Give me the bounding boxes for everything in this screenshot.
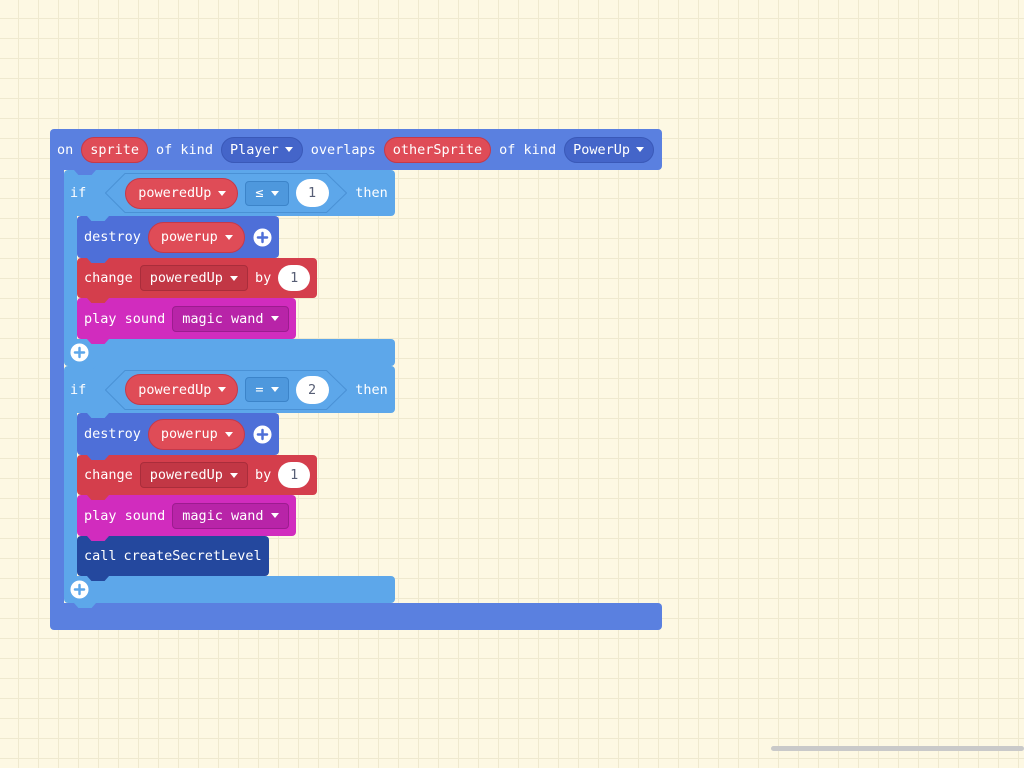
change-amount-input[interactable]: 1	[278, 265, 311, 291]
play-sound-label: play sound	[84, 507, 166, 524]
compare-value-input[interactable]: 2	[295, 375, 329, 404]
then-label: then	[355, 185, 388, 201]
operator-value: =	[255, 381, 264, 398]
comparison-operator-dropdown[interactable]: =	[245, 377, 289, 402]
sound-dropdown[interactable]: magic wand	[172, 502, 289, 529]
dropdown-arrow-icon	[270, 316, 279, 321]
variable-name: powerup	[160, 229, 218, 245]
then-label: then	[355, 381, 388, 398]
dropdown-arrow-icon	[224, 431, 233, 437]
if-label: if	[70, 185, 87, 201]
if-block-footer[interactable]	[64, 576, 395, 603]
of-kind-label: of kind	[499, 141, 557, 158]
call-function-block[interactable]: call createSecretLevel	[77, 536, 269, 576]
of-kind-label: of kind	[156, 141, 213, 158]
powered-up-variable-reporter[interactable]: poweredUp	[125, 177, 239, 209]
change-amount-input[interactable]: 1	[278, 462, 311, 488]
powered-up-variable-reporter[interactable]: poweredUp	[125, 374, 239, 405]
change-variable-block[interactable]: change poweredUp by 1	[77, 455, 318, 495]
variable-name: powerup	[160, 426, 218, 442]
powerup-variable-reporter[interactable]: powerup	[147, 221, 245, 253]
change-label: change	[84, 467, 133, 483]
add-circle-icon[interactable]	[253, 227, 272, 247]
compare-value-input[interactable]: 1	[295, 179, 329, 207]
if-block-footer[interactable]	[64, 339, 395, 366]
destroy-sprite-block[interactable]: destroy powerup	[77, 413, 279, 455]
comparison-condition-block[interactable]: poweredUp ≤ 1	[105, 173, 348, 213]
horizontal-scrollbar[interactable]	[771, 746, 1024, 751]
play-sound-block[interactable]: play sound magic wand	[77, 495, 296, 536]
dropdown-arrow-icon	[218, 190, 227, 196]
overlaps-label: overlaps	[310, 141, 376, 158]
if-then-block[interactable]: if poweredUp = 2 then	[64, 366, 395, 413]
on-label: on	[57, 141, 74, 158]
variable-dropdown[interactable]: poweredUp	[139, 462, 248, 488]
event-block-footer[interactable]	[50, 603, 662, 630]
sound-name: magic wand	[182, 507, 264, 524]
function-name: createSecretLevel	[123, 548, 262, 564]
if-then-block[interactable]: if poweredUp ≤ 1 then	[64, 170, 395, 216]
dropdown-arrow-icon	[635, 147, 644, 152]
dropdown-arrow-icon	[229, 472, 238, 478]
dropdown-arrow-icon	[224, 234, 233, 240]
comparison-operator-dropdown[interactable]: ≤	[245, 180, 289, 206]
other-sprite-kind-dropdown[interactable]: PowerUp	[564, 136, 654, 163]
operator-value: ≤	[255, 185, 264, 201]
comparison-condition-block[interactable]: poweredUp = 2	[105, 369, 348, 410]
variable-name: poweredUp	[149, 467, 223, 483]
sound-name: magic wand	[182, 310, 264, 327]
dropdown-arrow-icon	[270, 513, 279, 518]
sprite-kind-dropdown[interactable]: Player	[220, 136, 303, 163]
add-circle-icon[interactable]	[253, 424, 272, 444]
event-block-body[interactable]	[50, 170, 64, 603]
play-sound-block[interactable]: play sound magic wand	[77, 298, 296, 339]
destroy-sprite-block[interactable]: destroy powerup	[77, 216, 279, 258]
on-sprite-overlaps-event-block[interactable]: on sprite of kind Player overlaps otherS…	[50, 129, 662, 170]
add-circle-icon[interactable]	[70, 580, 89, 599]
sprite-kind-value: Player	[229, 141, 279, 158]
call-label: call	[84, 548, 117, 564]
variable-dropdown[interactable]: poweredUp	[139, 265, 248, 291]
other-sprite-kind-value: PowerUp	[573, 141, 630, 158]
other-sprite-parameter[interactable]: otherSprite	[383, 136, 492, 163]
change-variable-block[interactable]: change poweredUp by 1	[77, 258, 318, 298]
if-block-body[interactable]	[64, 413, 77, 576]
by-label: by	[254, 270, 272, 286]
sprite-parameter[interactable]: sprite	[81, 136, 149, 163]
dropdown-arrow-icon	[284, 147, 293, 152]
dropdown-arrow-icon	[229, 275, 238, 281]
variable-name: poweredUp	[149, 270, 223, 286]
sound-dropdown[interactable]: magic wand	[172, 305, 289, 332]
destroy-label: destroy	[84, 229, 141, 245]
if-label: if	[70, 381, 87, 398]
sprite-parameter-label: sprite	[90, 141, 140, 158]
powerup-variable-reporter[interactable]: powerup	[147, 418, 245, 450]
dropdown-arrow-icon	[270, 190, 279, 196]
other-sprite-parameter-label: otherSprite	[392, 141, 483, 158]
variable-name: poweredUp	[138, 185, 212, 201]
variable-name: poweredUp	[138, 381, 212, 398]
dropdown-arrow-icon	[270, 387, 279, 392]
change-label: change	[84, 270, 133, 286]
add-circle-icon[interactable]	[70, 343, 89, 362]
dropdown-arrow-icon	[218, 387, 227, 392]
play-sound-label: play sound	[84, 310, 166, 327]
by-label: by	[254, 467, 272, 483]
destroy-label: destroy	[84, 426, 141, 442]
if-block-body[interactable]	[64, 216, 77, 339]
